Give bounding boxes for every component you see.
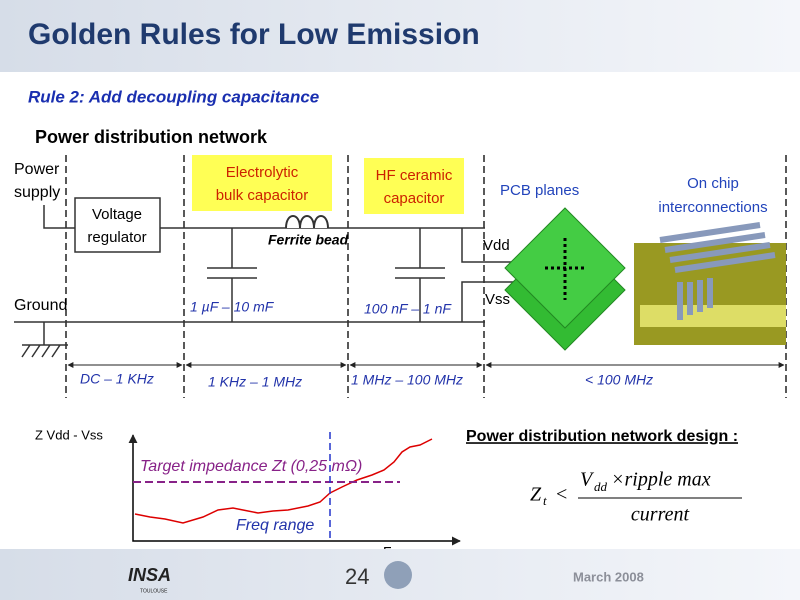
logo: INSA — [128, 565, 171, 585]
power-label: Power — [14, 161, 60, 178]
subtitle: Rule 2: Add decoupling capacitance — [28, 87, 319, 106]
regulator-box — [74, 197, 161, 253]
formula-v-sub: dd — [594, 479, 608, 494]
hf-label: capacitor — [384, 190, 445, 207]
ground-symbol — [21, 344, 68, 358]
design-title: Power distribution network design : — [466, 428, 738, 445]
formula-z-sub: t — [543, 493, 547, 508]
chip — [634, 222, 786, 345]
pcb-label: PCB planes — [500, 182, 579, 199]
bulk-label: Electrolytic — [226, 164, 299, 181]
vss-label: Vss — [485, 291, 510, 308]
chip-label: interconnections — [658, 199, 767, 216]
capacitors — [207, 228, 445, 322]
bulk-box — [192, 155, 332, 211]
pdn-diagram: Power distribution network Power supply … — [14, 127, 787, 398]
plane-wires — [461, 228, 520, 322]
footer-dot — [384, 561, 412, 589]
design-formula: Power distribution network design : Z t … — [466, 428, 742, 526]
regulator-label: Voltage — [92, 206, 142, 223]
date: March 2008 — [573, 569, 644, 584]
header-band — [0, 0, 800, 72]
hf-box — [364, 158, 464, 214]
formula-denominator: current — [631, 504, 690, 526]
target-label: Target impedance Zt (0,25 mΩ) — [140, 458, 362, 475]
band-label: DC – 1 KHz — [80, 371, 154, 387]
range-label: Freq range — [236, 517, 314, 534]
ground-label: Ground — [14, 297, 67, 314]
vdd-label: Vdd — [483, 237, 510, 254]
formula-v: V — [580, 469, 595, 491]
via — [545, 238, 585, 300]
hf-range: 100 nF – 1 nF — [364, 301, 452, 317]
band-label: < 100 MHz — [585, 372, 653, 388]
formula-rest: ×ripple max — [611, 469, 711, 491]
ferrite-label: Ferrite bead — [268, 232, 349, 248]
bulk-range: 1 µF – 10 mF — [190, 299, 275, 315]
impedance-curve — [134, 438, 433, 524]
power-label: supply — [14, 184, 60, 201]
regulator-label: regulator — [87, 229, 146, 246]
band-label: 1 KHz – 1 MHz — [208, 374, 302, 390]
diagram-title: Power distribution network — [35, 127, 268, 147]
formula-z: Z — [530, 484, 542, 506]
hf-label: HF ceramic — [376, 167, 453, 184]
band-label: 1 MHz – 100 MHz — [351, 372, 463, 388]
ferrite-coil — [285, 215, 329, 229]
page-number: 24 — [345, 564, 369, 589]
title: Golden Rules for Low Emission — [28, 18, 480, 51]
impedance-plot: Z Vdd - Vss Target impedance Zt (0,25 mΩ… — [35, 427, 461, 560]
plot-axes — [128, 434, 461, 546]
bulk-label: bulk capacitor — [216, 187, 309, 204]
chip-label: On chip — [687, 175, 739, 192]
plot-y-label: Z Vdd - Vss — [35, 427, 103, 442]
logo-sub: TOULOUSE — [140, 588, 168, 594]
formula-lt: < — [556, 484, 567, 506]
